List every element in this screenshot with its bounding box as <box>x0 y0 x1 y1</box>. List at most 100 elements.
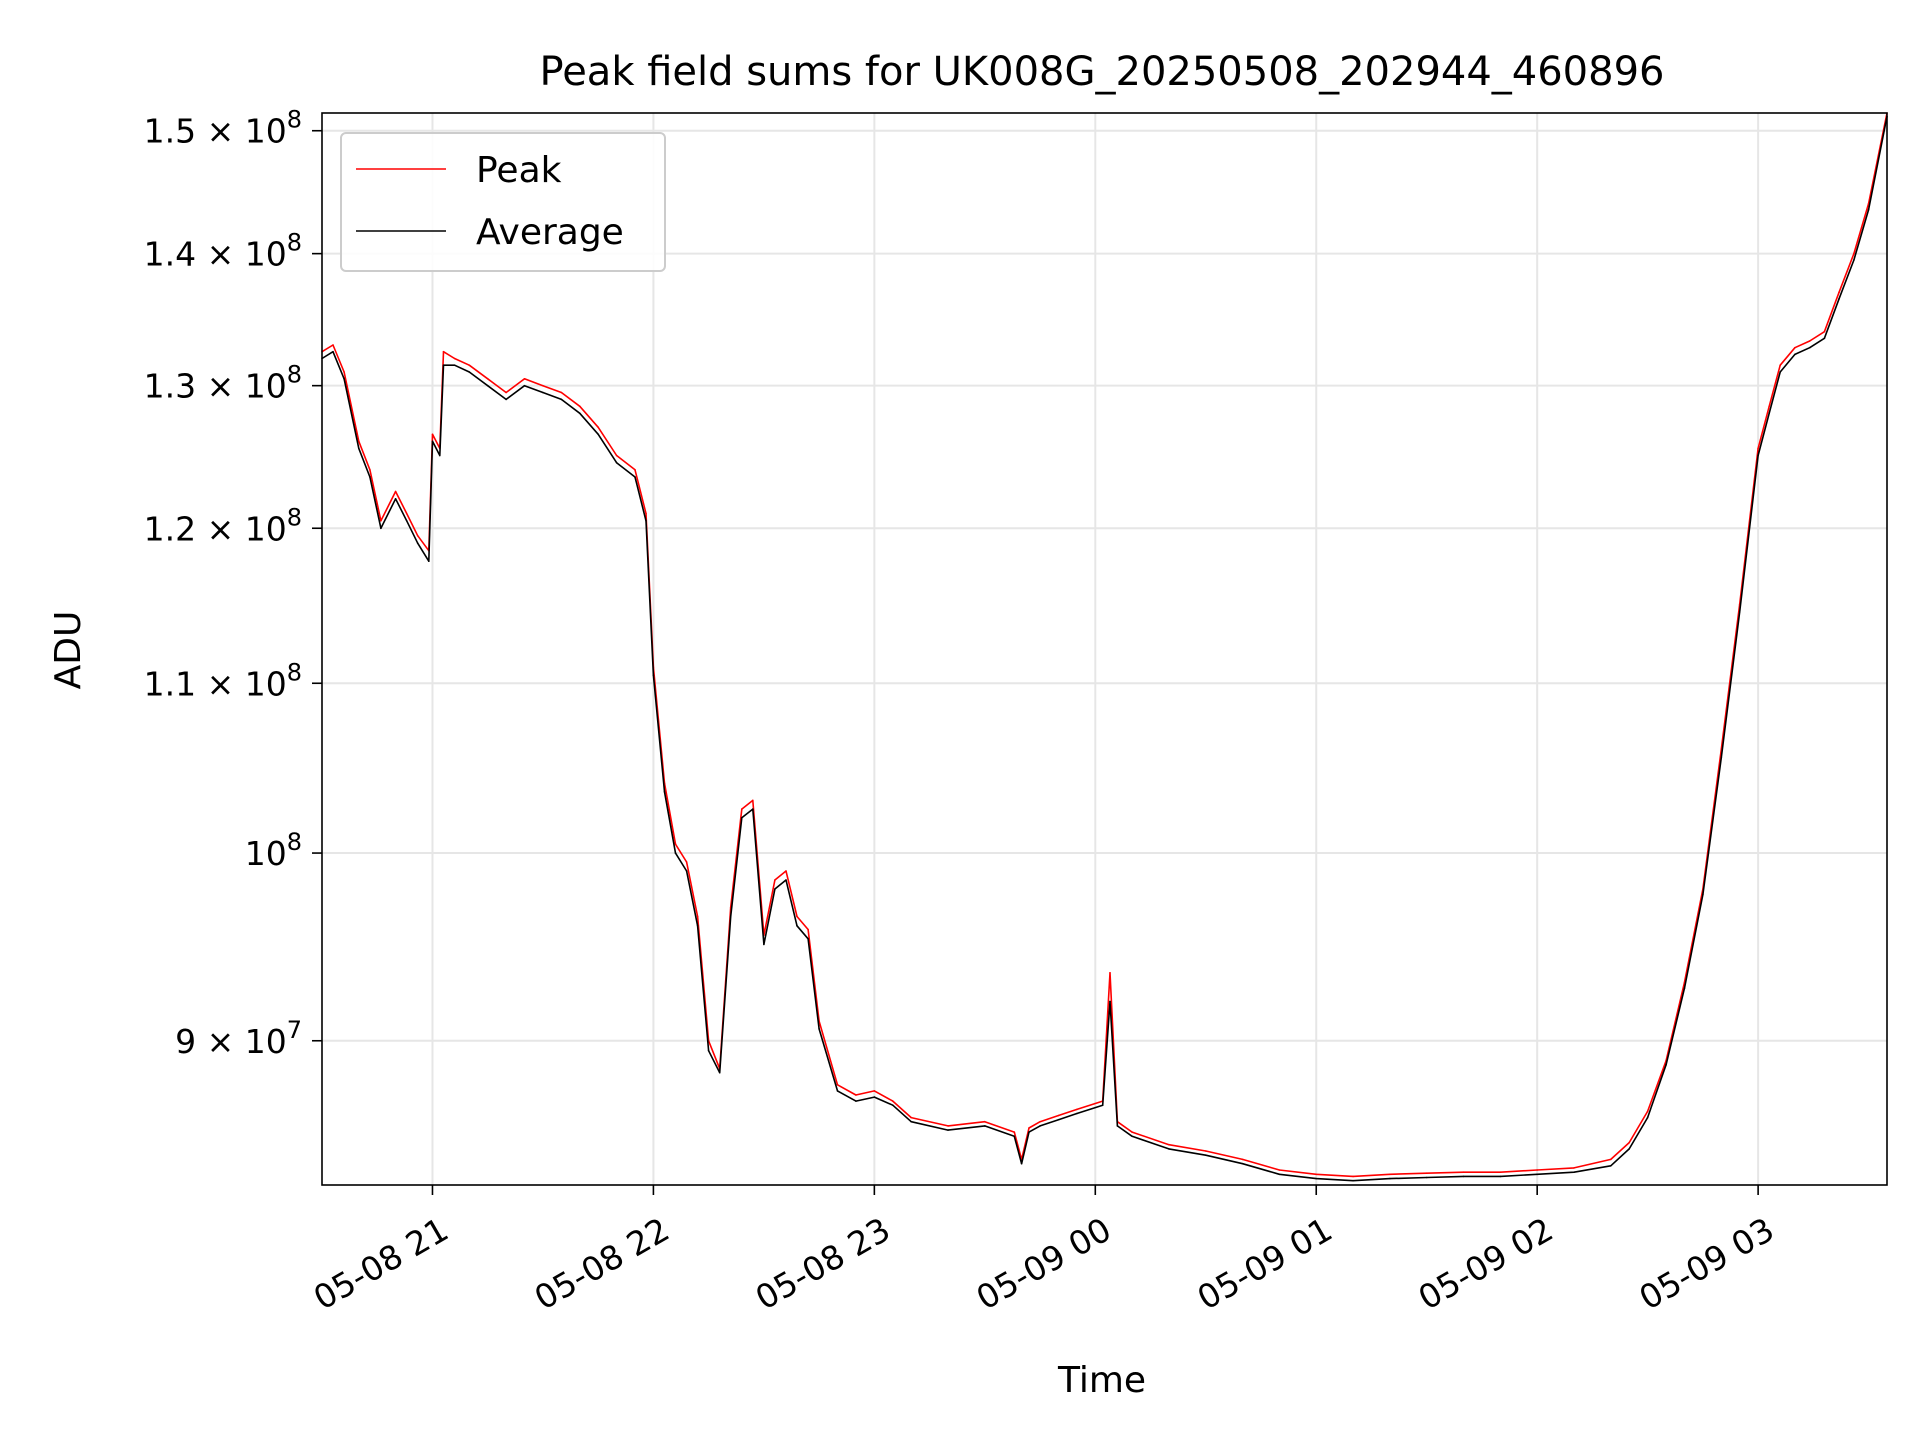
data-point-peak <box>1028 1127 1030 1129</box>
series-line-peak <box>321 112 1888 1178</box>
data-point-average <box>1853 259 1855 261</box>
data-point-peak <box>542 384 544 387</box>
data-point-peak <box>634 469 636 471</box>
data-point-average <box>1628 1148 1630 1150</box>
data-point-peak <box>1646 1110 1649 1113</box>
data-point-peak <box>416 534 419 537</box>
data-point-peak <box>1462 1171 1465 1173</box>
data-point-peak <box>1757 447 1759 450</box>
data-point-peak <box>1573 1167 1575 1169</box>
data-point-average <box>542 391 544 394</box>
data-point-average <box>505 398 507 401</box>
y-tick-label: 1.4 × 108 <box>144 229 302 274</box>
data-point-average <box>836 1090 839 1092</box>
data-point-peak <box>468 364 471 367</box>
data-point-peak <box>685 861 688 863</box>
data-point-peak <box>486 378 489 380</box>
data-point-average <box>1702 893 1704 896</box>
data-point-average <box>1646 1116 1649 1119</box>
data-point-average <box>741 817 743 819</box>
data-point-average <box>718 1071 721 1074</box>
data-point-average <box>468 371 471 373</box>
data-point-average <box>1241 1162 1244 1165</box>
data-point-peak <box>752 799 754 802</box>
data-point-peak <box>560 391 563 394</box>
data-point-peak <box>785 870 787 872</box>
data-point-average <box>394 498 397 500</box>
legend-box <box>340 132 666 272</box>
data-point-average <box>579 412 581 415</box>
data-point-average <box>560 398 563 401</box>
data-point-peak <box>774 879 776 881</box>
data-point-peak <box>442 350 445 353</box>
data-point-peak <box>1425 1172 1428 1174</box>
y-tick-label: 1.5 × 108 <box>144 106 302 151</box>
data-point-average <box>685 870 688 872</box>
chart-title: Peak field sums for UK008G_20250508_2029… <box>540 49 1665 95</box>
data-point-average <box>405 520 408 522</box>
data-point-peak <box>453 357 456 360</box>
data-point-peak <box>855 1094 857 1096</box>
data-point-average <box>1838 297 1840 300</box>
data-point-peak <box>597 426 599 429</box>
data-point-peak <box>505 391 507 394</box>
data-point-average <box>674 852 677 854</box>
data-point-peak <box>343 371 345 373</box>
data-point-average <box>369 476 371 478</box>
data-point-peak <box>523 378 526 380</box>
data-point-peak <box>1013 1131 1016 1133</box>
data-point-average <box>453 364 456 367</box>
data-point-peak <box>696 915 699 918</box>
legend-label-average: Average <box>476 212 624 253</box>
data-point-peak <box>1499 1171 1502 1173</box>
data-point-peak <box>1241 1158 1244 1161</box>
data-point-peak <box>674 843 677 845</box>
data-point-average <box>873 1096 876 1098</box>
data-point-average <box>729 915 732 918</box>
data-point-peak <box>394 490 397 493</box>
data-point-peak <box>369 469 371 471</box>
data-point-peak <box>1768 405 1770 408</box>
data-point-average <box>947 1129 949 1131</box>
data-point-average <box>1205 1154 1207 1156</box>
data-point-average <box>523 384 526 387</box>
data-point-average <box>1020 1162 1023 1165</box>
data-point-average <box>807 938 809 940</box>
y-tick-label: 108 <box>245 828 302 873</box>
data-point-average <box>1738 611 1741 613</box>
data-point-average <box>752 808 754 810</box>
data-point-average <box>696 925 699 927</box>
data-point-peak <box>1628 1141 1630 1144</box>
data-point-average <box>1462 1175 1465 1178</box>
data-point-average <box>663 791 666 793</box>
data-point-average <box>431 440 434 443</box>
data-point-average <box>1028 1131 1030 1133</box>
data-point-average <box>380 527 382 530</box>
data-point-average <box>1101 1104 1104 1106</box>
data-point-average <box>1610 1165 1612 1167</box>
plot-area-frame <box>321 112 1888 1186</box>
data-point-average <box>1425 1176 1428 1179</box>
data-point-peak <box>1779 364 1781 367</box>
y-tick-label: 1.3 × 108 <box>144 361 302 406</box>
x-axis-label: Time <box>1057 1360 1146 1401</box>
y-axis-label: ADU <box>48 611 89 690</box>
data-point-peak <box>431 433 434 436</box>
data-point-peak <box>615 454 618 457</box>
series-layer <box>321 112 1888 1182</box>
data-point-average <box>1315 1177 1317 1180</box>
data-point-average <box>1499 1175 1502 1178</box>
data-point-peak <box>1109 972 1111 974</box>
y-tick-label: 9 × 107 <box>175 1016 302 1061</box>
data-point-peak <box>910 1116 912 1119</box>
data-point-average <box>1823 337 1826 340</box>
data-point-average <box>785 879 787 881</box>
data-point-peak <box>741 808 743 810</box>
data-point-peak <box>796 915 798 918</box>
data-point-peak <box>579 405 581 408</box>
data-point-peak <box>807 928 809 931</box>
data-point-average <box>1352 1179 1354 1182</box>
data-point-peak <box>1131 1131 1133 1133</box>
data-point-average <box>774 888 776 890</box>
data-point-peak <box>1205 1150 1207 1152</box>
